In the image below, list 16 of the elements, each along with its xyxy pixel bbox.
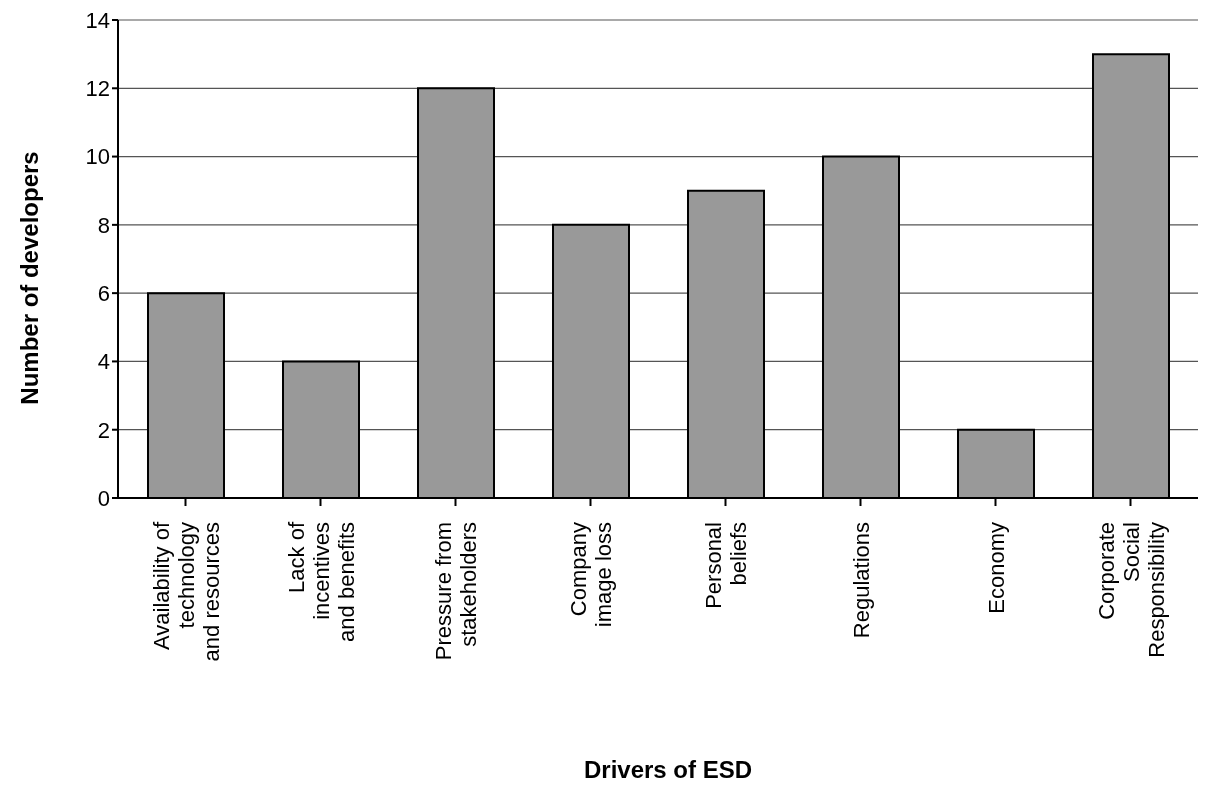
y-tick-label: 12 (85, 76, 110, 102)
y-tick-label: 0 (97, 485, 110, 511)
y-axis-title: Number of developers (16, 151, 44, 405)
x-tick-label: Regulations (848, 522, 874, 639)
x-tick-label: Economy (983, 522, 1009, 614)
y-tick-label: 14 (85, 7, 110, 33)
y-tick-label: 8 (97, 212, 110, 238)
x-tick-label: Personal beliefs (701, 522, 751, 609)
y-tick-label: 10 (85, 144, 110, 170)
y-tick-label: 6 (97, 280, 110, 306)
y-tick-label: 4 (97, 349, 110, 375)
x-axis-title: Drivers of ESD (582, 756, 754, 784)
x-tick-label: Company image loss (566, 522, 616, 628)
x-tick-label: Availability of technology and resources (148, 521, 224, 662)
y-tick-label: 2 (97, 417, 110, 443)
x-tick-label: Corporate Social Responsibility (1093, 522, 1169, 658)
